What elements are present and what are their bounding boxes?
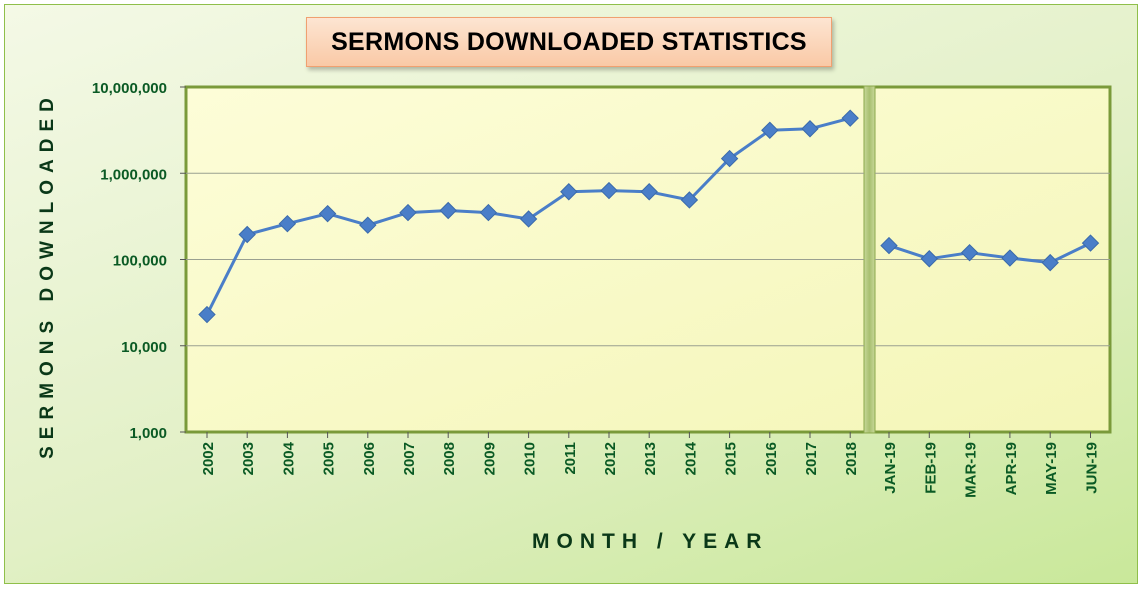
data-point [640,183,658,201]
panel-separator [863,85,876,434]
data-point [761,121,779,139]
data-point [439,201,457,220]
chart-title: SERMONS DOWNLOADED STATISTICS [331,27,807,56]
x-tick-label: 2002 [200,442,217,475]
x-tick-label: 2013 [642,442,659,475]
data-point [479,203,498,222]
x-tick-label: 2015 [723,442,740,475]
series-line [888,241,1092,265]
x-axis-label: MONTH / YEAR [532,530,769,553]
x-tick-label: JUN-19 [1084,442,1101,494]
y-tick-label: 1,000 [129,425,167,442]
data-point [920,250,939,268]
x-tick-label: 2003 [240,442,257,475]
x-tick-label: 2012 [602,442,619,475]
y-tick-label: 10,000 [121,339,167,356]
x-tick-label: 2007 [401,442,418,475]
data-point [1001,249,1019,267]
x-tick-labels: 2002 2003 2004 2005 2006 2007 2008 2009 2010 2011… [200,432,1101,498]
data-point [198,305,216,324]
x-tick-label: 2009 [481,442,498,475]
data-point [399,203,417,222]
x-tick-label: APR-19 [1003,442,1020,495]
chart-title-box: SERMONS DOWNLOADED STATISTICS [306,17,832,67]
x-tick-label: 2010 [522,442,539,475]
data-point [560,183,578,201]
x-tick-label: 2005 [321,442,338,475]
data-point [600,181,618,200]
data-point [519,210,538,228]
y-tick-labels: 1,000 10,000 100,000 1,000,000 10,000,000 [92,80,167,442]
data-point [1041,253,1059,272]
gridlines [180,86,1110,433]
x-tick-label: MAR-19 [963,442,980,498]
x-tick-label: 2017 [803,442,820,475]
x-tick-label: 2004 [280,441,297,475]
x-tick-label: 2018 [843,442,860,475]
y-tick-label: 1,000,000 [100,166,167,183]
data-series [198,109,1100,324]
x-tick-label: 2016 [763,442,780,475]
x-tick-label: FEB-19 [922,442,939,494]
data-point [880,236,898,255]
data-point [841,109,859,127]
x-tick-label: 2006 [361,442,378,475]
x-tick-label: 2014 [682,441,699,475]
data-point [318,204,337,223]
data-point [278,215,297,233]
x-tick-label: 2008 [441,442,458,475]
data-point [801,120,819,138]
data-point [238,225,256,244]
data-point [1081,234,1100,252]
data-point [359,216,377,234]
data-point [680,191,699,209]
x-tick-label: 2011 [562,442,579,475]
y-tick-label: 10,000,000 [92,80,167,97]
x-tick-label: MAY-19 [1043,442,1060,495]
x-tick-label: JAN-19 [882,442,899,494]
data-point [720,149,739,168]
data-point [960,243,979,262]
y-tick-label: 100,000 [113,253,167,270]
